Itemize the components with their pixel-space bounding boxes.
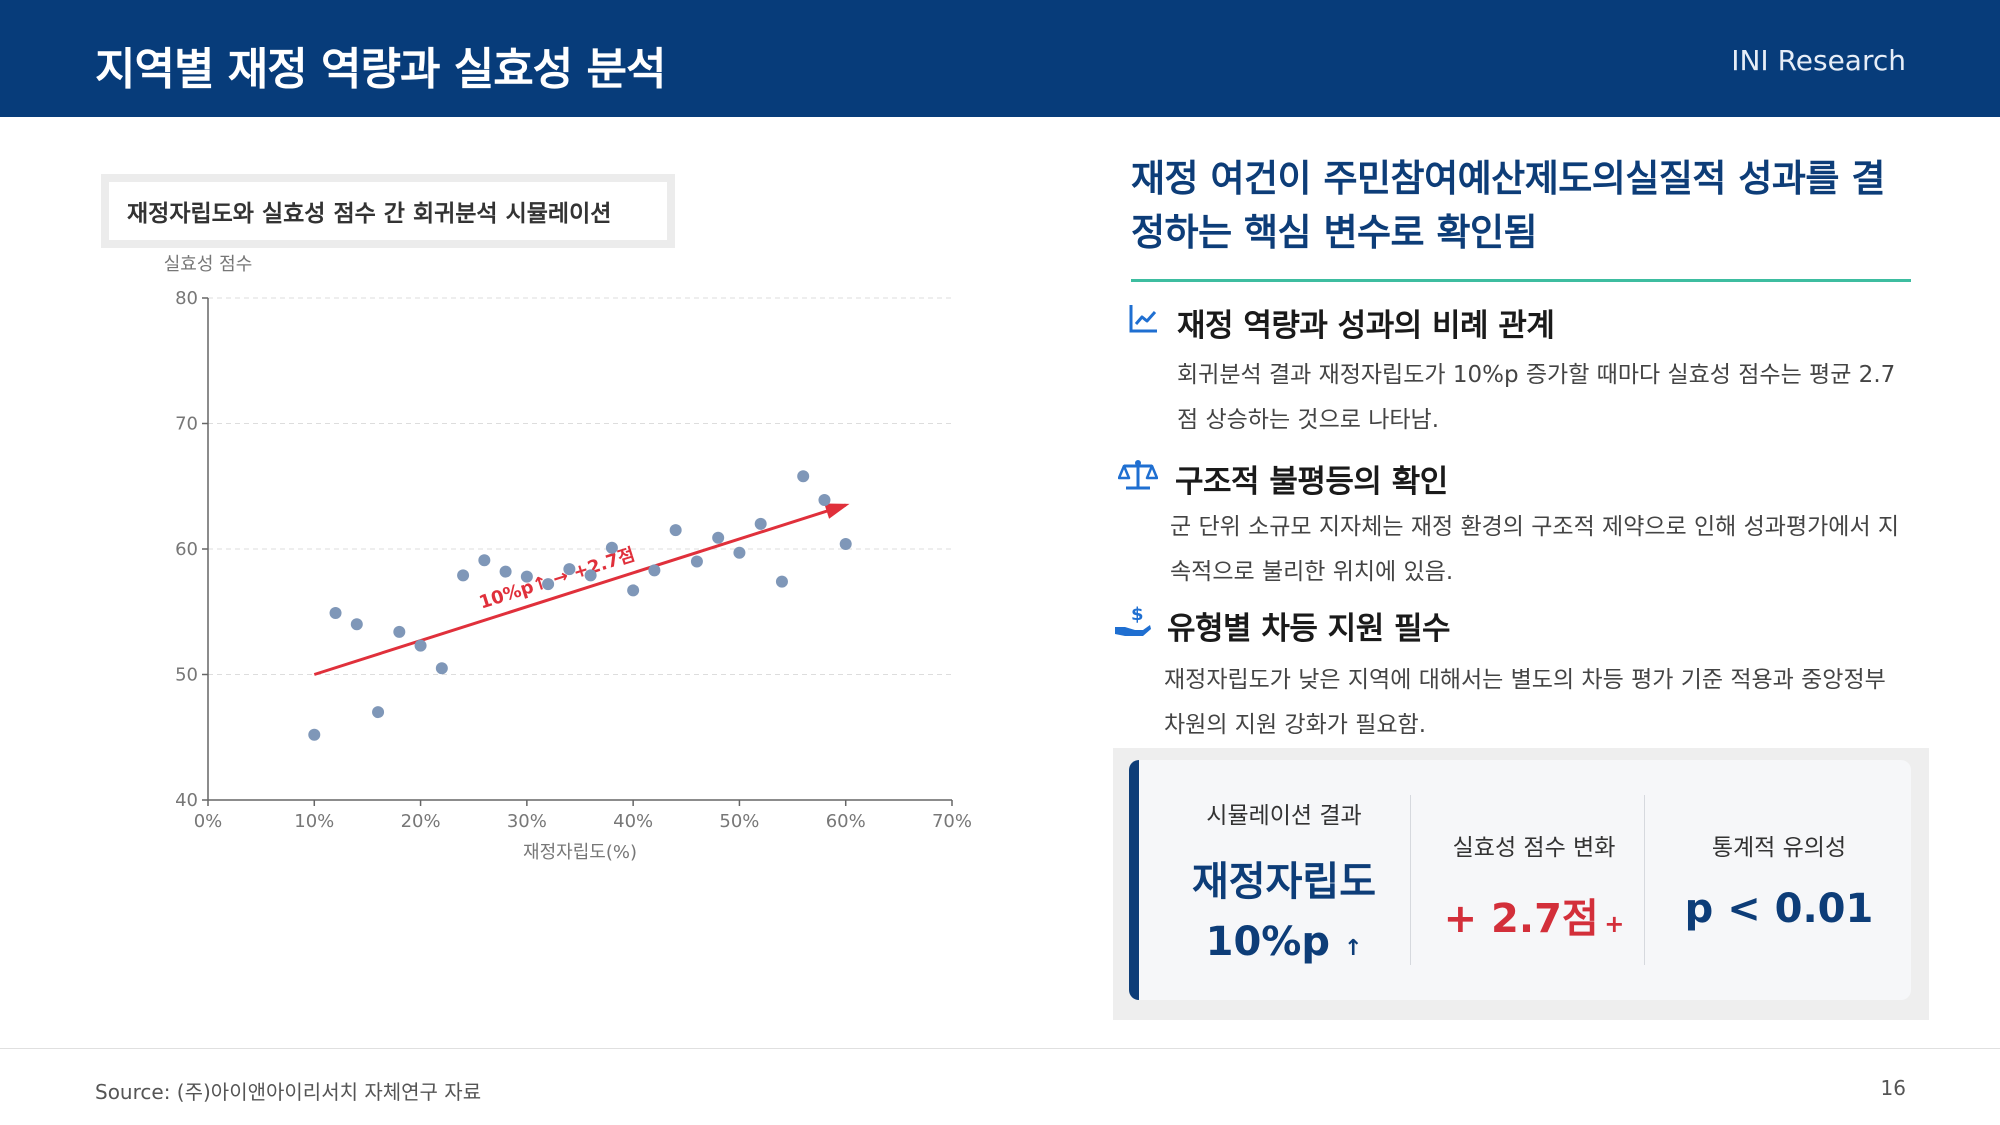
stat-change-value-row: + 2.7점 +: [1424, 886, 1644, 944]
data-point: [775, 575, 788, 588]
header-bar: 지역별 재정 역량과 실효성 분석 INI Research: [0, 0, 2000, 117]
stat-significance: 통계적 유의성 p < 0.01: [1659, 760, 1899, 1000]
x-tick-label: 0%: [194, 811, 223, 832]
arrow-up-icon: ↑: [1343, 936, 1363, 961]
data-point: [457, 569, 470, 582]
data-point: [435, 662, 448, 675]
data-point: [797, 470, 810, 483]
brand-label: INI Research: [1731, 44, 1906, 77]
data-point: [818, 494, 831, 507]
scatter-chart: 실효성 점수 40 50 60 70 80 0% 10% 20% 30% 40% 50% 60% 70%…: [164, 254, 972, 863]
stat-simulation-label: 시뮬레이션 결과: [1206, 803, 1362, 829]
chart-caption-box: 재정자립도와 실효성 점수 간 회귀분석 시뮬레이션: [101, 174, 675, 248]
svg-text:$: $: [1131, 604, 1144, 625]
stat-separator-1: [1410, 795, 1411, 965]
trend-arrow-head: [824, 503, 850, 519]
headline-divider: [1131, 279, 1911, 282]
data-point: [690, 555, 703, 568]
data-point: [372, 706, 385, 719]
footer-source: Source: (주)아이앤아이리서치 자체연구 자료: [95, 1080, 482, 1104]
point-1-body: 회귀분석 결과 재정자립도가 10%p 증가할 때마다 실효성 점수는 평균 2…: [1177, 362, 1896, 433]
stat-simulation-line2: 10%p: [1205, 919, 1330, 965]
point-1-title: 재정 역량과 성과의 비례 관계: [1177, 308, 1555, 344]
data-point: [627, 584, 640, 597]
x-tick-label: 20%: [401, 811, 441, 832]
y-tick-label: 70: [175, 414, 198, 435]
data-point: [733, 546, 746, 559]
y-tick-label: 80: [175, 288, 198, 309]
stat-simulation-line1: 재정자립도: [1192, 859, 1376, 905]
data-point: [499, 565, 512, 578]
stat-significance-label: 통계적 유의성: [1711, 835, 1847, 861]
plus-icon: +: [1604, 910, 1625, 938]
x-tick-label: 60%: [826, 811, 866, 832]
stats-panel: 시뮬레이션 결과 재정자립도 10%p ↑ 실효성 점수 변화 + 2.7점 +…: [1113, 748, 1929, 1020]
hand-money-icon: $: [1113, 603, 1153, 647]
point-3-body: 재정자립도가 낮은 지역에 대해서는 별도의 차등 평가 기준 적용과 중앙정부…: [1164, 667, 1886, 738]
page-number: 16: [1880, 1076, 1906, 1100]
stat-change: 실효성 점수 변화 + 2.7점 +: [1424, 760, 1644, 1000]
data-point: [563, 563, 576, 576]
axes: 40 50 60 70 80 0% 10% 20% 30% 40% 50% 60% 70%: [175, 288, 972, 832]
point-2-title: 구조적 불평등의 확인: [1175, 464, 1448, 500]
data-point: [393, 625, 406, 638]
footer-divider: [0, 1048, 2000, 1049]
data-point: [329, 607, 342, 620]
data-point: [648, 564, 661, 577]
x-axis-label: 재정자립도(%): [523, 842, 637, 863]
trend-line: [313, 503, 847, 676]
data-point: [308, 728, 321, 741]
data-point: [478, 554, 491, 567]
stat-simulation-line2-row: 10%p ↑: [1169, 912, 1399, 979]
data-point: [754, 517, 767, 530]
page-title: 지역별 재정 역량과 실효성 분석: [95, 44, 667, 95]
data-point: [542, 578, 555, 591]
point-3-title: 유형별 차등 지원 필수: [1167, 611, 1451, 647]
data-point: [350, 618, 363, 631]
trend-line-group: 10%p↑ → +2.7점: [313, 503, 850, 676]
stat-simulation-value: 재정자립도 10%p ↑: [1169, 852, 1399, 979]
data-point: [520, 570, 533, 583]
stat-change-label: 실효성 점수 변화: [1452, 835, 1616, 861]
data-point: [584, 569, 597, 582]
x-tick-label: 40%: [613, 811, 653, 832]
headline: 재정 여건이 주민참여예산제도의실질적 성과를 결정하는 핵심 변수로 확인됨: [1131, 157, 1885, 254]
chart-caption: 재정자립도와 실효성 점수 간 회귀분석 시뮬레이션: [109, 182, 667, 240]
chart-line-icon: [1128, 302, 1160, 342]
x-tick-label: 70%: [932, 811, 972, 832]
x-tick-label: 10%: [294, 811, 334, 832]
data-point: [712, 531, 725, 544]
stat-change-value: + 2.7점: [1443, 896, 1599, 942]
data-point: [605, 541, 618, 554]
y-axis-label: 실효성 점수: [164, 254, 253, 275]
stats-card: 시뮬레이션 결과 재정자립도 10%p ↑ 실효성 점수 변화 + 2.7점 +…: [1129, 760, 1911, 1000]
y-tick-label: 50: [175, 665, 198, 686]
x-tick-label: 30%: [507, 811, 547, 832]
data-point: [414, 639, 427, 652]
stat-simulation: 시뮬레이션 결과 재정자립도 10%p ↑: [1169, 760, 1399, 1000]
x-tick-label: 50%: [719, 811, 759, 832]
data-point: [839, 537, 852, 550]
y-tick-label: 40: [175, 790, 198, 811]
balance-scale-icon: [1117, 458, 1159, 502]
y-tick-label: 60: [175, 539, 198, 560]
data-points: [308, 470, 852, 741]
point-2-body: 군 단위 소규모 지자체는 재정 환경의 구조적 제약으로 인해 성과평가에서 …: [1170, 514, 1900, 585]
stat-separator-2: [1644, 795, 1645, 965]
stat-significance-value: p < 0.01: [1684, 886, 1874, 932]
grid-lines: [208, 297, 952, 675]
data-point: [669, 524, 682, 537]
